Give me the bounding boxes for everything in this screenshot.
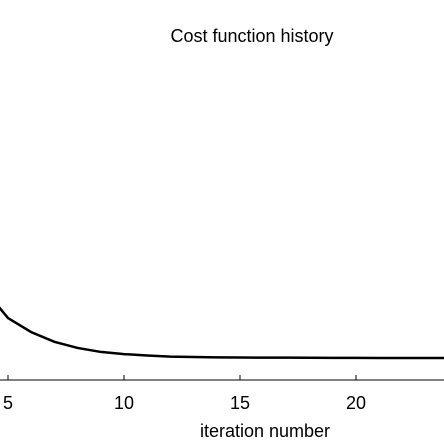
x-tick-label: 5 — [3, 393, 13, 413]
chart-title: Cost function history — [170, 26, 333, 46]
x-tick-label: 10 — [114, 393, 134, 413]
x-tick-label: 15 — [230, 393, 250, 413]
x-tick-label: 20 — [346, 393, 366, 413]
x-axis-label: iteration number — [200, 421, 330, 441]
line — [0, 306, 444, 360]
